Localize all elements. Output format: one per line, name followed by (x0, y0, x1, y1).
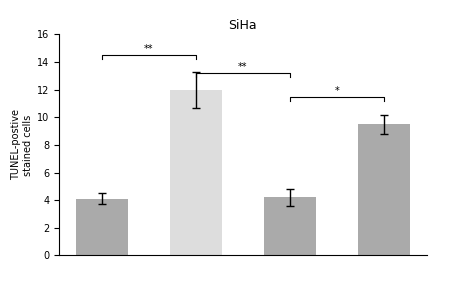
Text: **: ** (238, 63, 248, 72)
Text: *: * (335, 86, 339, 96)
Bar (264, 197, 316, 255)
Bar (76, 199, 128, 255)
Y-axis label: TUNEL-postive
stained cells: TUNEL-postive stained cells (11, 109, 33, 181)
Bar (170, 90, 222, 255)
Bar (358, 124, 410, 255)
Text: **: ** (144, 44, 154, 55)
Title: SiHa: SiHa (228, 19, 257, 32)
